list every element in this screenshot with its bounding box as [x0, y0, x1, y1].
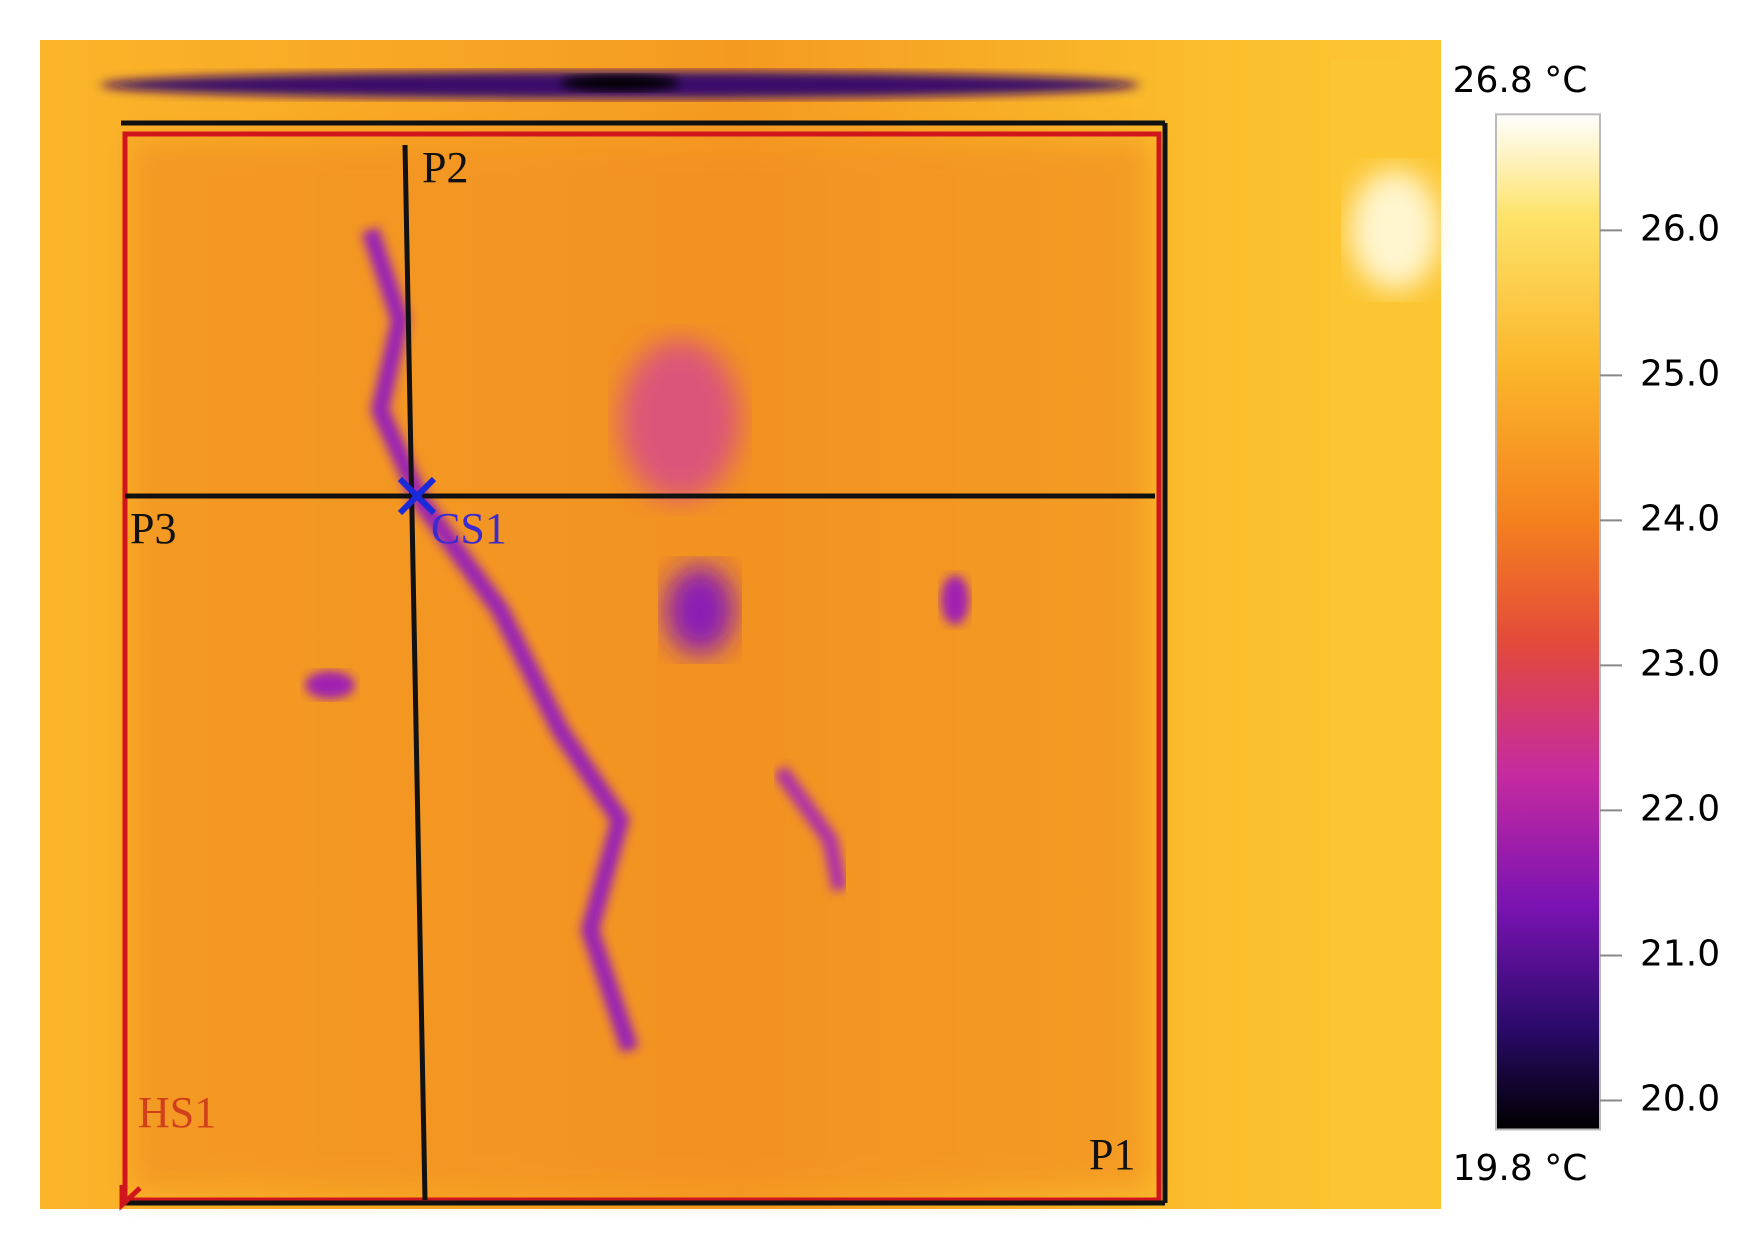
thermal-image [40, 40, 1441, 1209]
cs1-label: CS1 [431, 504, 507, 553]
tick-label: 20.0 [1640, 1078, 1720, 1119]
tick-label: 22.0 [1640, 788, 1720, 829]
tick-label: 21.0 [1640, 933, 1720, 974]
tick-label: 25.0 [1640, 353, 1720, 394]
overlays: P2 P3 CS1 HS1 P1 [119, 120, 1168, 1211]
p1-label: P1 [1089, 1130, 1135, 1179]
tick-label: 26.0 [1640, 208, 1720, 249]
tick-label: 23.0 [1640, 643, 1720, 684]
hs1-label: HS1 [138, 1088, 216, 1137]
colorbar-scale [1495, 113, 1601, 1131]
p2-label: P2 [422, 143, 468, 192]
colorbar-min-label: 19.8 °C [1453, 1148, 1588, 1189]
tick-label: 24.0 [1640, 498, 1720, 539]
p3-label: P3 [130, 504, 176, 553]
colorbar-max-label: 26.8 °C [1453, 60, 1588, 101]
colorbar: 26.8 °C 19.8 °C 20.0 21.0 22.0 23.0 24.0 25.0 26… [1453, 60, 1721, 1189]
